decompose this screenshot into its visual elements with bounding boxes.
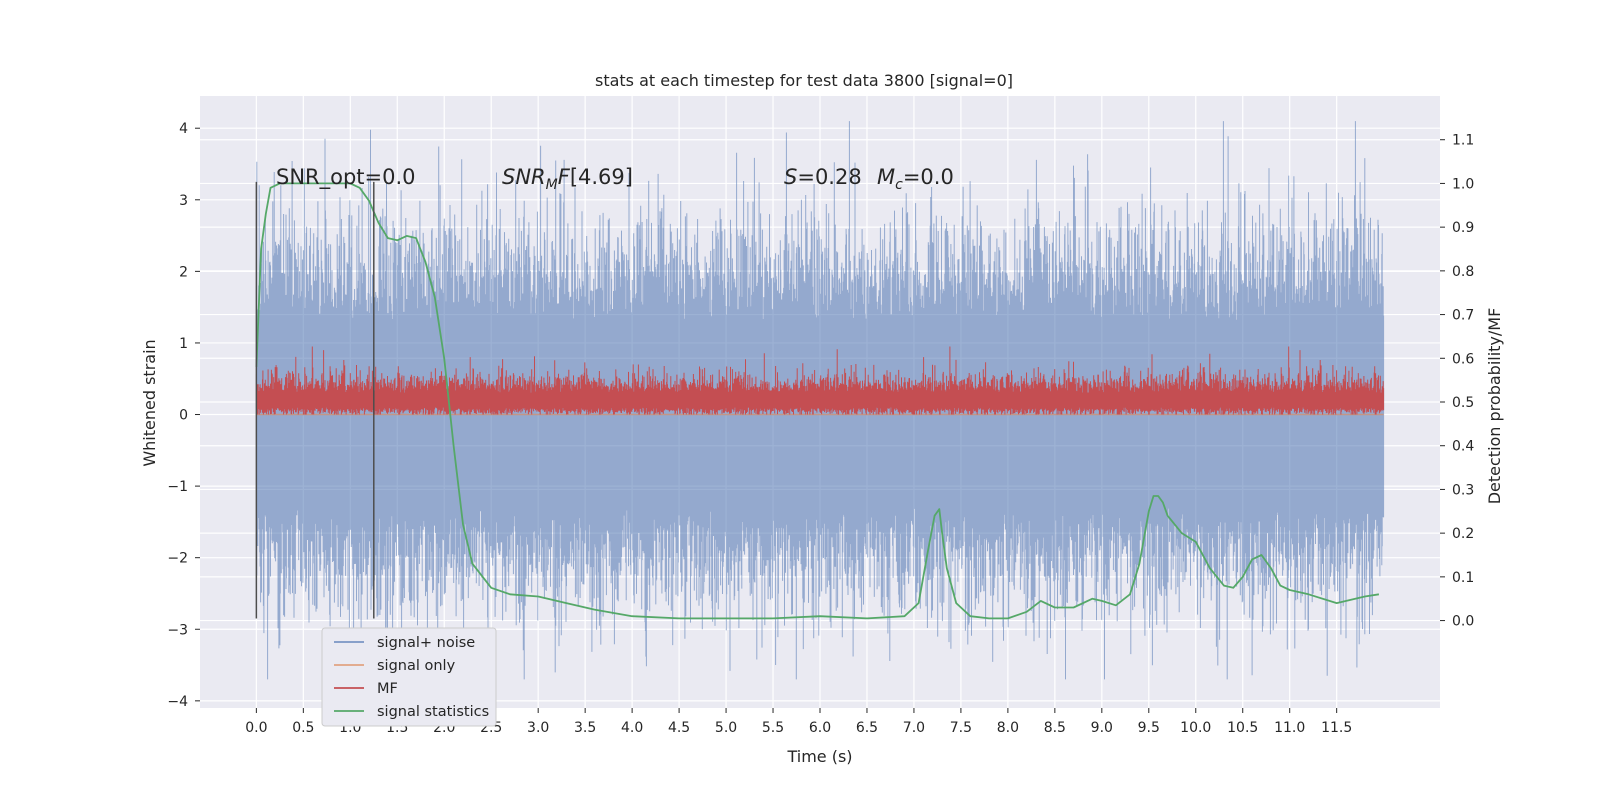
legend-label-2: MF [377,681,398,697]
annotations: SNR_opt=0.0 SNRMF[4.69] S=0.28 Mc=0.0 [276,165,954,193]
y-tick-label-1: 3 [179,193,188,209]
x-axis-label: Time (s) [786,747,852,766]
y-tick-label-4: 0 [179,408,188,424]
y-tick-label-3: 1 [179,336,188,352]
y2-tick-label-1: 1.0 [1452,176,1474,192]
y2-tick-label-7: 0.4 [1452,439,1474,455]
x-tick-label-18: 9.0 [1091,720,1113,736]
y2-tick-label-10: 0.1 [1452,570,1474,586]
x-tick-label-14: 7.0 [903,720,925,736]
y2-tick-label-6: 0.5 [1452,395,1474,411]
y-tick-label-6: −2 [167,551,188,567]
y2-axis-label: Detection probability/MF [1485,308,1504,505]
legend-label-0: signal+ noise [377,635,475,651]
annotation-snr-opt: SNR_opt=0.0 [276,165,416,190]
y2-axis-ticks: 1.1 1.0 0.9 0.8 0.7 0.6 0.5 0.4 0.3 0.2 0.1 0.0 [1440,133,1474,630]
y2-tick-label-8: 0.3 [1452,482,1474,498]
x-tick-label-19: 9.5 [1138,720,1160,736]
y-tick-label-2: 2 [179,264,188,280]
annotation-s: S=0.28 [784,165,862,189]
annotation-mc-value: =0.0 [903,165,954,189]
y2-tick-label-4: 0.7 [1452,308,1474,324]
x-tick-label-8: 4.0 [621,720,643,736]
y-axis-ticks: 4 3 2 1 0 −1 −2 −3 −4 [167,121,200,710]
y-tick-label-7: −3 [167,622,188,638]
x-tick-label-9: 4.5 [668,720,690,736]
legend-box [321,627,497,727]
y-axis-label: Whitened strain [140,339,159,466]
y-tick-label-8: −4 [167,694,188,710]
x-tick-label-13: 6.5 [856,720,878,736]
y2-tick-label-0: 1.1 [1452,133,1474,149]
x-tick-label-16: 8.0 [997,720,1019,736]
x-tick-label-12: 6.0 [809,720,831,736]
vertical-markers [255,181,375,619]
legend: signal+ noise signal only MF signal statist… [321,627,497,727]
series-signal-statistics [255,182,1380,620]
y2-tick-label-2: 0.9 [1452,220,1474,236]
x-tick-label-15: 7.5 [950,720,972,736]
x-tick-label-21: 10.5 [1227,720,1258,736]
annotation-s-value: =0.28 [797,165,861,189]
annotation-snr-mf: SNRMF[4.69] [502,165,633,193]
chart-title: stats at each timestep for test data 380… [595,71,1013,90]
y2-tick-label-3: 0.8 [1452,264,1474,280]
y2-tick-label-11: 0.0 [1452,614,1474,630]
x-tick-label-17: 8.5 [1044,720,1066,736]
annotation-snr-mf-value: [4.69] [570,165,633,189]
annotation-mc: Mc=0.0 [877,165,954,193]
x-tick-label-10: 5.0 [715,720,737,736]
x-tick-label-23: 11.5 [1321,720,1352,736]
y-tick-label-5: −1 [167,479,188,495]
legend-label-3: signal statistics [377,704,489,720]
x-tick-label-11: 5.5 [762,720,784,736]
x-tick-label-22: 11.0 [1274,720,1305,736]
y2-tick-label-5: 0.6 [1452,351,1474,367]
x-tick-label-1: 0.5 [292,720,314,736]
x-tick-label-0: 0.0 [245,720,267,736]
legend-label-1: signal only [377,658,456,674]
x-tick-label-20: 10.0 [1180,720,1211,736]
y2-tick-label-9: 0.2 [1452,526,1474,542]
x-tick-label-6: 3.0 [527,720,549,736]
y-tick-label-0: 4 [179,121,188,137]
x-tick-label-7: 3.5 [574,720,596,736]
